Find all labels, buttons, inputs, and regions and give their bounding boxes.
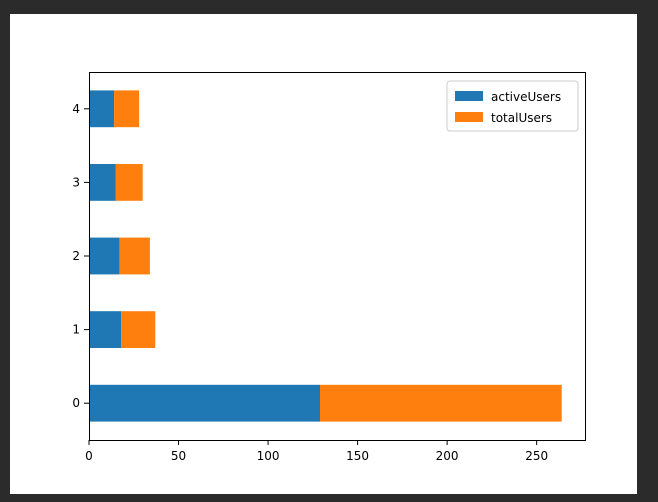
bars-layer bbox=[89, 90, 562, 422]
legend-label-activeUsers: activeUsers bbox=[491, 90, 561, 104]
bar-activeUsers-0 bbox=[89, 384, 320, 422]
x-tick-label: 100 bbox=[257, 449, 280, 463]
stacked-bar-chart: 0 50 100 150 200 250 0 1 2 3 4 activeUsers totalUs… bbox=[72, 72, 586, 463]
y-tick-label: 4 bbox=[72, 102, 80, 116]
y-axis-ticks: 0 1 2 3 4 bbox=[72, 102, 89, 410]
x-tick-label: 200 bbox=[436, 449, 459, 463]
y-tick-label: 2 bbox=[72, 249, 80, 263]
y-tick-label: 3 bbox=[72, 175, 80, 189]
bar-activeUsers-2 bbox=[89, 237, 120, 275]
y-tick-label: 1 bbox=[72, 323, 80, 337]
bar-totalUsers-1 bbox=[121, 311, 156, 348]
bar-totalUsers-2 bbox=[119, 237, 150, 275]
bar-totalUsers-0 bbox=[319, 384, 562, 422]
bar-activeUsers-1 bbox=[89, 311, 122, 348]
x-axis-ticks: 0 50 100 150 200 250 bbox=[85, 440, 548, 463]
bar-totalUsers-3 bbox=[115, 164, 143, 201]
legend-label-totalUsers: totalUsers bbox=[491, 111, 552, 125]
x-tick-label: 150 bbox=[346, 449, 369, 463]
figure: 0 50 100 150 200 250 0 1 2 3 4 activeUsers totalUs… bbox=[10, 14, 637, 494]
legend-swatch-activeUsers bbox=[455, 91, 483, 101]
x-tick-label: 250 bbox=[525, 449, 548, 463]
bar-activeUsers-4 bbox=[89, 90, 115, 128]
bar-activeUsers-3 bbox=[89, 164, 116, 201]
legend-swatch-totalUsers bbox=[455, 112, 483, 122]
legend: activeUsers totalUsers bbox=[446, 80, 579, 132]
x-tick-label: 0 bbox=[85, 449, 93, 463]
bar-totalUsers-4 bbox=[114, 90, 140, 128]
y-tick-label: 0 bbox=[72, 396, 80, 410]
x-tick-label: 50 bbox=[171, 449, 186, 463]
axes-frame bbox=[89, 72, 586, 441]
